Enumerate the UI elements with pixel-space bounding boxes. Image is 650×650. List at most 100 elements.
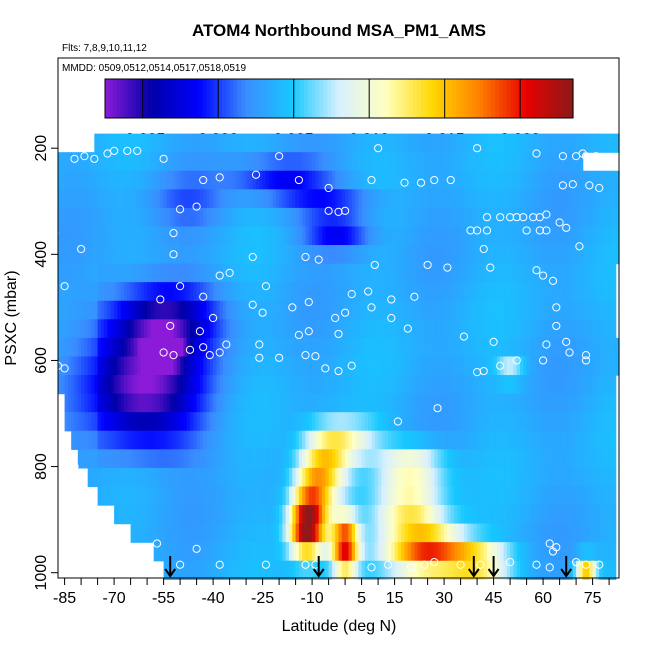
heatmap-cell — [183, 337, 188, 358]
heatmap-cell — [397, 356, 402, 376]
heatmap-cell — [84, 282, 89, 302]
heatmap-cell — [355, 189, 359, 209]
heatmap-cell — [206, 523, 211, 543]
heatmap-cell — [289, 133, 293, 153]
heatmap-cell — [374, 393, 379, 413]
heatmap-cell — [434, 282, 439, 302]
heatmap-cell — [209, 560, 214, 580]
heatmap-cell — [318, 282, 323, 302]
heatmap-cell — [143, 152, 148, 172]
heatmap-cell — [150, 412, 155, 432]
heatmap-cell — [490, 412, 495, 432]
heatmap-cell — [388, 449, 392, 469]
heatmap-cell — [289, 337, 293, 358]
heatmap-cell — [378, 560, 382, 580]
heatmap-cell — [348, 152, 353, 172]
heatmap-cell — [437, 226, 442, 246]
heatmap-cell — [553, 152, 557, 172]
heatmap-cell — [279, 486, 283, 506]
heatmap-cell — [391, 505, 396, 525]
heatmap-cell — [543, 263, 547, 283]
heatmap-cell — [196, 505, 201, 525]
heatmap-cell — [91, 467, 95, 488]
heatmap-cell — [259, 523, 264, 543]
heatmap-cell — [444, 375, 448, 395]
heatmap-cell — [348, 226, 353, 246]
heatmap-cell — [612, 263, 617, 283]
heatmap-cell — [460, 449, 465, 469]
heatmap-cell — [529, 170, 534, 190]
heatmap-cell — [335, 189, 340, 209]
heatmap-cell — [341, 412, 346, 432]
heatmap-cell — [305, 412, 310, 432]
heatmap-cell — [457, 337, 462, 358]
heatmap-cell — [388, 467, 392, 488]
heatmap-cell — [381, 542, 386, 562]
heatmap-cell — [361, 505, 366, 525]
heatmap-cell — [325, 263, 330, 283]
heatmap-cell — [473, 189, 478, 209]
heatmap-cell — [434, 542, 439, 562]
heatmap-cell — [110, 207, 115, 228]
heatmap-cell — [397, 393, 402, 413]
heatmap-cell — [463, 245, 468, 265]
heatmap-cell — [282, 133, 287, 153]
heatmap-cell — [605, 449, 610, 469]
heatmap-cell — [199, 319, 204, 339]
heatmap-cell — [259, 189, 264, 209]
heatmap-cell — [110, 467, 115, 488]
heatmap-cell — [437, 449, 442, 469]
heatmap-cell — [480, 542, 485, 562]
heatmap-cell — [503, 449, 508, 469]
heatmap-cell — [582, 412, 587, 432]
heatmap-cell — [209, 412, 214, 432]
heatmap-cell — [566, 337, 571, 358]
heatmap-cell — [592, 375, 597, 395]
heatmap-cell — [490, 337, 495, 358]
heatmap-cell — [163, 226, 168, 246]
heatmap-cell — [355, 207, 359, 228]
heatmap-cell — [127, 152, 132, 172]
heatmap-cell — [242, 245, 247, 265]
heatmap-cell — [444, 467, 448, 488]
data-point — [482, 226, 492, 235]
heatmap-cell — [256, 207, 260, 228]
heatmap-cell — [318, 449, 323, 469]
heatmap-cell — [137, 319, 142, 339]
heatmap-cell — [305, 337, 310, 358]
heatmap-cell — [213, 356, 217, 376]
heatmap-cell — [467, 319, 472, 339]
heatmap-cell — [454, 170, 458, 190]
heatmap-cell — [539, 505, 544, 525]
heatmap-cell — [609, 430, 613, 450]
heatmap-cell — [259, 319, 264, 339]
heatmap-cell — [378, 207, 382, 228]
heatmap-cell — [242, 412, 247, 432]
data-point — [383, 560, 393, 569]
heatmap-cell — [546, 449, 551, 469]
x-axis: -85 -70 -55 -40 -25 -10 5 15 30 45 60 75 — [53, 578, 610, 607]
heatmap-cell — [150, 337, 155, 358]
heatmap-cell — [490, 523, 495, 543]
data-point — [60, 364, 69, 373]
heatmap-cell — [213, 449, 217, 469]
heatmap-cell — [536, 319, 541, 339]
heatmap-cell — [341, 486, 346, 506]
heatmap-cell — [282, 412, 287, 432]
heatmap-cell — [157, 412, 161, 432]
heatmap-cell — [91, 282, 95, 302]
heatmap-cell — [186, 356, 191, 376]
heatmap-cell — [77, 263, 82, 283]
heatmap-cell — [523, 263, 528, 283]
heatmap-cell — [602, 393, 607, 413]
heatmap-cell — [196, 356, 201, 376]
heatmap-cell — [556, 486, 561, 506]
heatmap-cell — [444, 486, 448, 506]
heatmap-cell — [223, 263, 227, 283]
heatmap-cell — [424, 170, 429, 190]
heatmap-cell — [74, 356, 79, 376]
data-point — [562, 337, 571, 346]
heatmap-cell — [74, 207, 79, 228]
heatmap-cell — [100, 449, 105, 469]
heatmap-cell — [503, 523, 508, 543]
